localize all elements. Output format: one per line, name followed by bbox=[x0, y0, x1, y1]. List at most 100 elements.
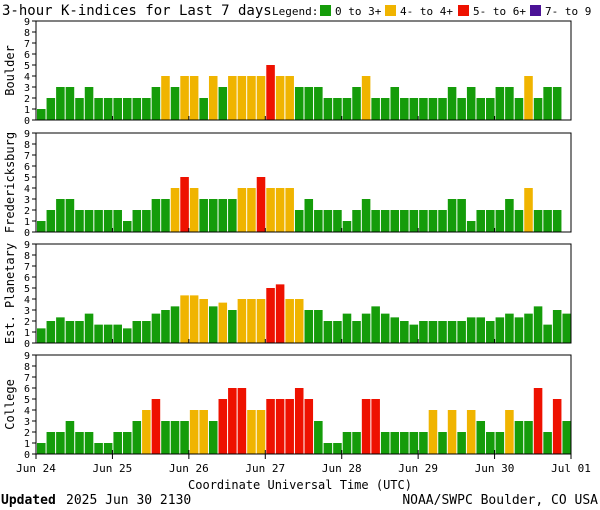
chart-title: 3-hour K-indices for Last 7 days bbox=[2, 3, 272, 19]
bar bbox=[323, 321, 333, 343]
bar bbox=[94, 443, 103, 454]
y-tick-label: 2 bbox=[24, 206, 30, 217]
bar bbox=[409, 210, 419, 232]
bar bbox=[524, 421, 533, 454]
bar bbox=[390, 87, 400, 120]
bar bbox=[228, 310, 237, 343]
bar bbox=[180, 76, 189, 120]
bar bbox=[562, 313, 571, 343]
bar bbox=[46, 432, 56, 454]
bar bbox=[180, 421, 189, 454]
bar bbox=[438, 98, 447, 120]
bar bbox=[237, 299, 247, 343]
bar bbox=[247, 188, 256, 232]
bar bbox=[189, 188, 199, 232]
bar bbox=[103, 443, 113, 454]
y-tick-label: 9 bbox=[24, 240, 30, 251]
bar bbox=[314, 87, 323, 120]
bar bbox=[438, 321, 447, 343]
bar bbox=[457, 199, 466, 232]
bar bbox=[514, 98, 524, 120]
bar bbox=[342, 432, 352, 454]
bar bbox=[400, 321, 409, 343]
bar bbox=[256, 299, 266, 343]
bar bbox=[122, 432, 132, 454]
bar bbox=[122, 98, 132, 120]
y-tick-label: 7 bbox=[24, 373, 30, 384]
bar bbox=[447, 410, 457, 454]
bar bbox=[208, 421, 218, 454]
bar bbox=[466, 410, 476, 454]
bar bbox=[75, 321, 84, 343]
panel-label: Boulder bbox=[3, 45, 17, 96]
x-axis-label: Coordinate Universal Time (UTC) bbox=[188, 478, 412, 492]
y-tick-label: 0 bbox=[24, 339, 30, 350]
bar bbox=[113, 324, 122, 343]
bar bbox=[132, 321, 142, 343]
bar bbox=[352, 210, 361, 232]
bar bbox=[161, 199, 170, 232]
legend-entry-2: 4- to 4+ bbox=[400, 5, 453, 18]
panel-frame bbox=[35, 132, 572, 233]
bar bbox=[294, 299, 304, 343]
legend-swatch-1 bbox=[320, 5, 331, 16]
y-tick-label: 1 bbox=[24, 217, 30, 228]
bar bbox=[333, 98, 342, 120]
bar bbox=[428, 410, 438, 454]
bar bbox=[524, 76, 533, 120]
bar bbox=[161, 76, 170, 120]
bar bbox=[56, 199, 65, 232]
bar bbox=[151, 87, 161, 120]
bar bbox=[65, 199, 75, 232]
bar bbox=[466, 221, 476, 232]
y-tick-label: 7 bbox=[24, 39, 30, 50]
bar bbox=[476, 210, 486, 232]
y-tick-label: 4 bbox=[24, 295, 30, 306]
bar bbox=[466, 87, 476, 120]
bar bbox=[84, 313, 94, 343]
bar bbox=[132, 210, 142, 232]
bar bbox=[314, 421, 323, 454]
bar bbox=[161, 310, 170, 343]
bar bbox=[524, 188, 533, 232]
bar bbox=[37, 221, 46, 232]
bar bbox=[342, 98, 352, 120]
bar bbox=[142, 98, 151, 120]
bar bbox=[323, 210, 333, 232]
bar bbox=[208, 76, 218, 120]
bar bbox=[361, 313, 371, 343]
bar bbox=[371, 210, 380, 232]
legend-swatch-3 bbox=[458, 5, 469, 16]
bar bbox=[170, 421, 180, 454]
bar bbox=[371, 399, 380, 454]
bar bbox=[56, 432, 65, 454]
bar bbox=[333, 443, 342, 454]
x-tick-label: Jun 29 bbox=[398, 462, 438, 475]
bar bbox=[486, 321, 495, 343]
bar bbox=[228, 388, 237, 454]
bar bbox=[342, 221, 352, 232]
panel-frame bbox=[35, 243, 572, 344]
bar bbox=[170, 87, 180, 120]
bar bbox=[380, 432, 390, 454]
bar bbox=[361, 199, 371, 232]
bar bbox=[352, 87, 361, 120]
bar bbox=[447, 321, 457, 343]
bar bbox=[371, 306, 380, 343]
bar bbox=[457, 98, 466, 120]
x-tick-label: Jun 24 bbox=[16, 462, 56, 475]
bar bbox=[285, 76, 294, 120]
legend-entry-3: 5- to 6+ bbox=[473, 5, 526, 18]
legend-label: Legend: bbox=[272, 5, 318, 18]
bar bbox=[562, 421, 571, 454]
panels: 0123456789Boulder0123456789Fredericksbur… bbox=[3, 17, 572, 461]
bar bbox=[256, 76, 266, 120]
y-tick-label: 3 bbox=[24, 417, 30, 428]
bar bbox=[476, 421, 486, 454]
y-tick-label: 8 bbox=[24, 362, 30, 373]
bar bbox=[486, 432, 495, 454]
bar bbox=[514, 317, 524, 343]
bar bbox=[256, 410, 266, 454]
bar bbox=[380, 210, 390, 232]
